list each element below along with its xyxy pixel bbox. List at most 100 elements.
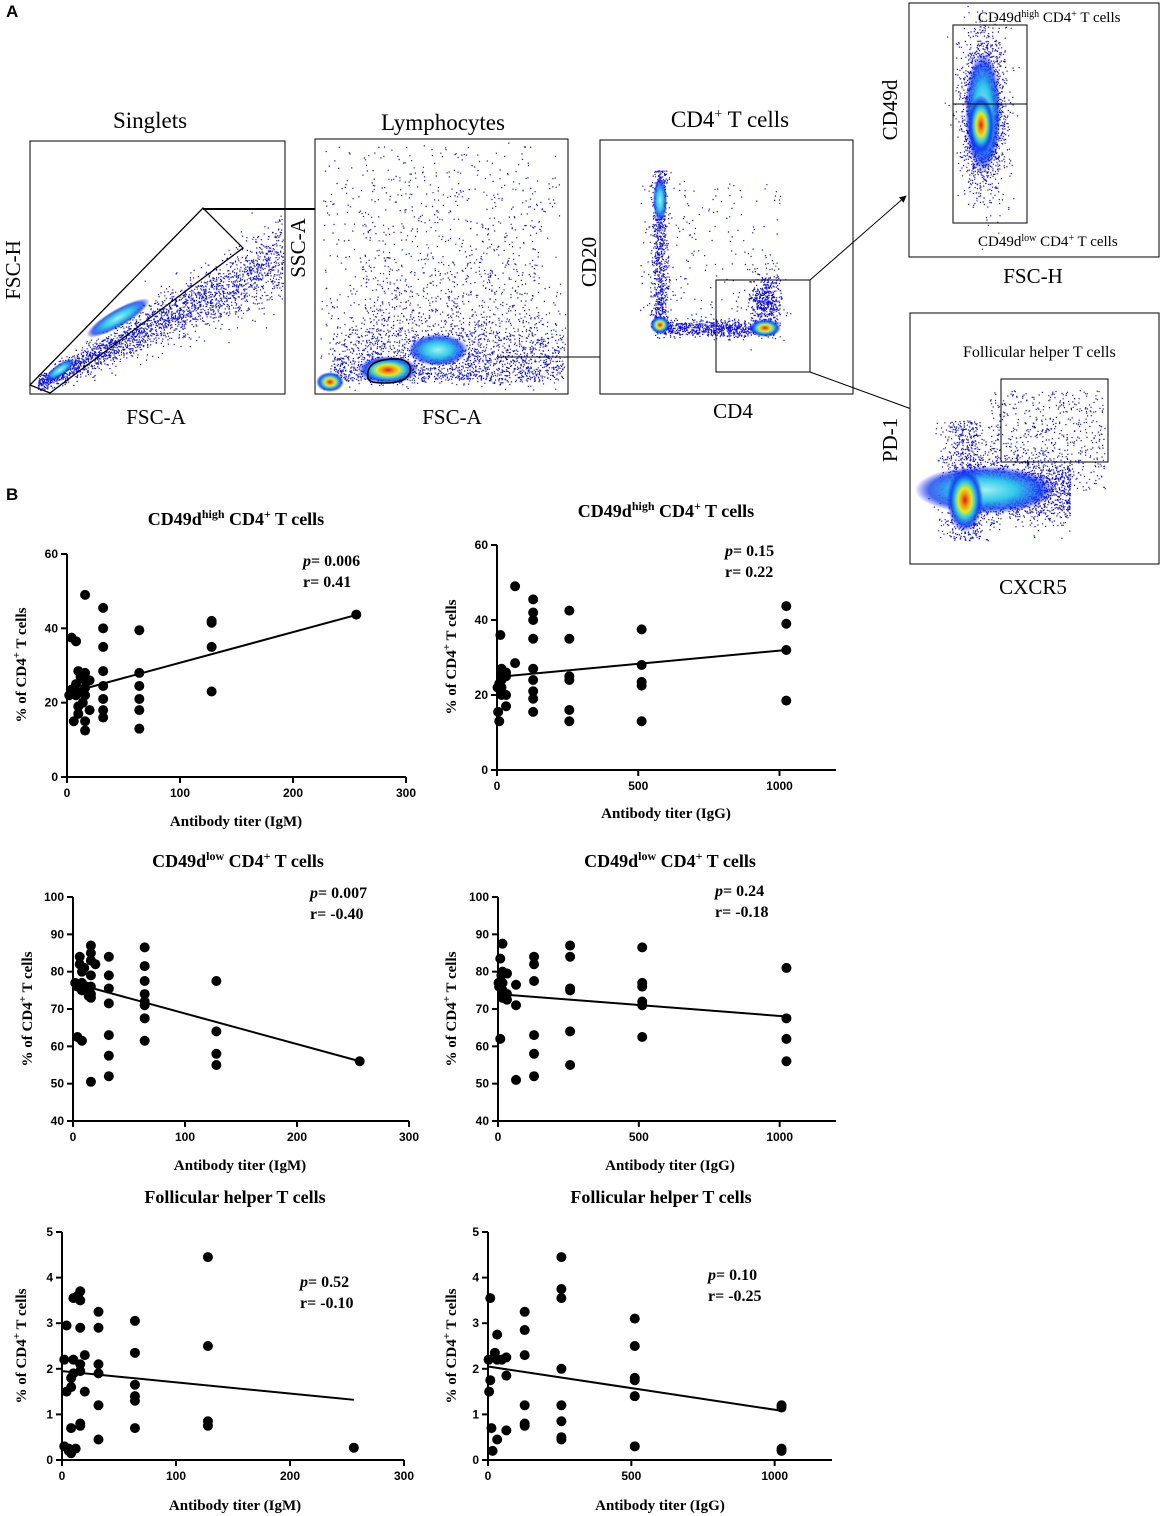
scatter-title: CD49dlow CD4+ T cells <box>584 849 756 871</box>
data-point <box>528 693 539 704</box>
flow-panel-cd4: CD4+ T cells CD4 CD20 <box>577 107 854 423</box>
y-tick-label: 40 <box>45 621 59 635</box>
x-axis-label: Antibody titer (IgM) <box>170 814 302 830</box>
p-value: p= 0.52 <box>298 1274 349 1291</box>
data-point <box>211 1048 222 1059</box>
data-point <box>85 992 96 1003</box>
flow-panel-cd49d: CD49dhigh CD4+ T cells CD49dlow CD4+ T c… <box>878 2 1160 288</box>
data-point <box>80 690 91 701</box>
singlets-gate <box>28 207 244 394</box>
flow-xlabel-cd4: CD4 <box>713 399 753 423</box>
data-point <box>510 581 521 592</box>
panel-letter-a: A <box>6 2 18 21</box>
y-tick-label: 60 <box>51 1039 65 1053</box>
gate-label-cd49d-low: CD49dlow CD4+ T cells <box>978 233 1118 250</box>
data-point <box>781 1013 792 1024</box>
r-value: r= -0.40 <box>310 906 364 923</box>
data-point <box>636 680 647 691</box>
y-tick-label: 40 <box>475 613 489 627</box>
y-tick-label: 80 <box>476 965 490 979</box>
data-point <box>103 998 114 1009</box>
y-tick-label: 70 <box>51 1002 65 1016</box>
data-point <box>90 959 101 970</box>
flow-ylabel-singlets: FSC-H <box>1 240 25 300</box>
data-point <box>59 1354 70 1365</box>
density-blob <box>408 334 468 366</box>
data-point <box>486 1423 497 1434</box>
data-point <box>71 679 82 690</box>
x-axis-label: Antibody titer (IgM) <box>174 1158 306 1174</box>
data-point <box>206 617 217 628</box>
x-tick-label: 300 <box>394 1469 414 1483</box>
data-point <box>629 1391 640 1402</box>
y-tick-label: 0 <box>51 770 58 784</box>
x-tick-label: 1000 <box>761 1469 788 1483</box>
data-point <box>501 1425 512 1436</box>
scatter-panel-high-igg: 0 500 1000 0 20 40 60 CD49dhigh CD4+ T cells Ant… <box>441 499 836 822</box>
data-point <box>501 701 512 712</box>
density-blob <box>915 466 1055 514</box>
data-point <box>494 716 505 727</box>
data-point <box>564 716 575 727</box>
x-tick-label: 0 <box>59 1469 66 1483</box>
data-point <box>71 636 82 647</box>
data-point <box>636 660 647 670</box>
p-value: p= 0.006 <box>301 553 360 570</box>
data-point <box>528 615 539 625</box>
flow-frame-cd49d <box>908 2 1160 258</box>
flow-panel-tfh: Follicular helper T cells CXCR5 PD-1 <box>878 312 1160 599</box>
data-point <box>76 1035 87 1046</box>
data-point <box>564 633 575 644</box>
density-blob <box>749 319 781 337</box>
data-point <box>103 1030 114 1041</box>
data-point <box>75 1322 86 1333</box>
data-point <box>493 706 504 717</box>
regression-line <box>72 981 360 1063</box>
y-axis-label: % of CD4+ T cells <box>11 1288 30 1403</box>
flow-frame-cd4 <box>599 139 854 395</box>
data-point <box>528 686 539 697</box>
data-point <box>495 953 506 964</box>
data-point <box>139 961 150 972</box>
x-tick-label: 100 <box>170 786 190 800</box>
data-point <box>129 1347 140 1358</box>
x-axis-label: Antibody titer (IgM) <box>169 1498 301 1514</box>
scatter-title: Follicular helper T cells <box>570 1187 751 1207</box>
data-point <box>202 1341 213 1351</box>
x-tick-label: 500 <box>621 1469 641 1483</box>
flow-panel-singlets: Singlets FSC-A FSC-H <box>1 108 286 429</box>
data-point <box>511 979 522 990</box>
data-point <box>528 675 539 685</box>
data-point <box>206 641 217 652</box>
flow-ylabel-cd49d: CD49d <box>878 79 902 140</box>
scatter-panel-tfh-igm: 0 100 200 300 0 1 2 3 4 5 Follicular helper T cell… <box>11 1187 414 1514</box>
data-point <box>75 1366 86 1377</box>
data-point <box>139 976 150 986</box>
data-point <box>98 680 109 691</box>
data-point <box>529 976 540 986</box>
data-point <box>80 667 91 678</box>
data-point <box>519 1420 530 1431</box>
data-point <box>556 1363 567 1374</box>
data-point <box>629 1341 640 1351</box>
data-point <box>211 1060 222 1070</box>
r-value: r= -0.25 <box>708 1288 762 1305</box>
y-tick-label: 50 <box>476 1077 490 1091</box>
data-point <box>529 1030 540 1041</box>
data-point <box>637 1000 648 1011</box>
data-point <box>511 1074 522 1085</box>
data-point <box>85 981 96 992</box>
data-point <box>629 1375 640 1386</box>
flow-dots-singlets <box>38 212 285 391</box>
data-point <box>80 589 91 600</box>
data-point <box>519 1350 530 1361</box>
data-point <box>139 989 150 1000</box>
data-point <box>637 1032 648 1042</box>
data-point <box>103 970 114 981</box>
y-tick-label: 80 <box>51 965 65 979</box>
data-point <box>85 1076 96 1087</box>
y-tick-label: 3 <box>46 1316 53 1330</box>
x-tick-label: 0 <box>70 1130 77 1144</box>
y-tick-label: 40 <box>51 1114 65 1128</box>
data-point <box>781 1056 792 1067</box>
